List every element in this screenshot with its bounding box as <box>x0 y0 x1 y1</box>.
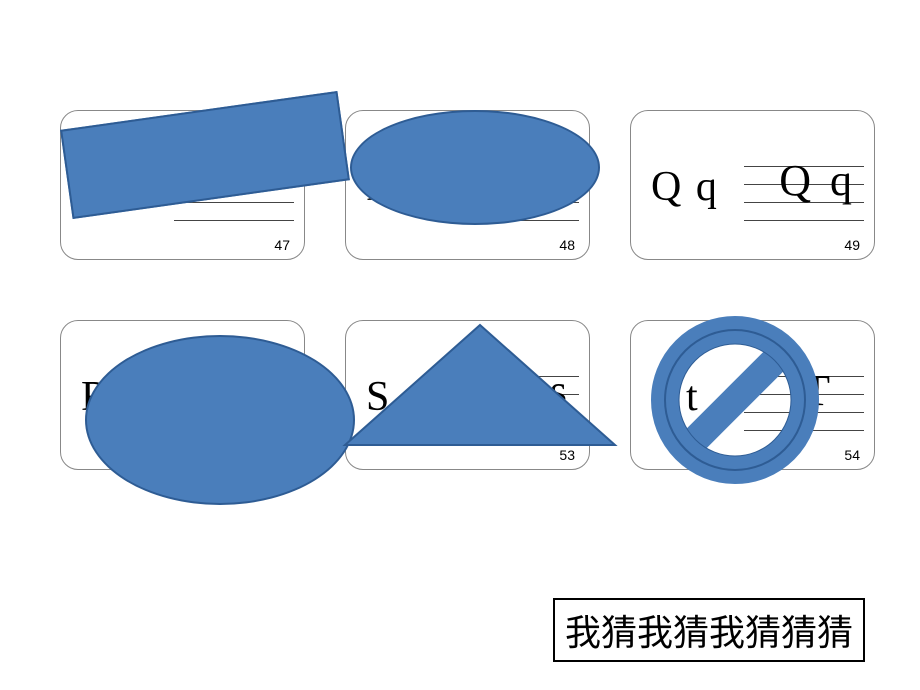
ellipse-shape-top <box>350 110 600 225</box>
card-number: 48 <box>559 237 575 253</box>
footer-caption: 我猜我猜我猜猜猜 <box>553 598 865 662</box>
ellipse-shape-bottom <box>85 335 355 505</box>
prohibition-icon <box>650 315 820 485</box>
card-49: Q q Q q 49 <box>630 110 875 260</box>
card-number: 54 <box>844 447 860 463</box>
card-number: 49 <box>844 237 860 253</box>
script-letters: Q q <box>779 159 856 203</box>
print-letters: Q q <box>651 166 719 208</box>
card-number: 47 <box>274 237 290 253</box>
triangle-shape <box>340 320 620 450</box>
